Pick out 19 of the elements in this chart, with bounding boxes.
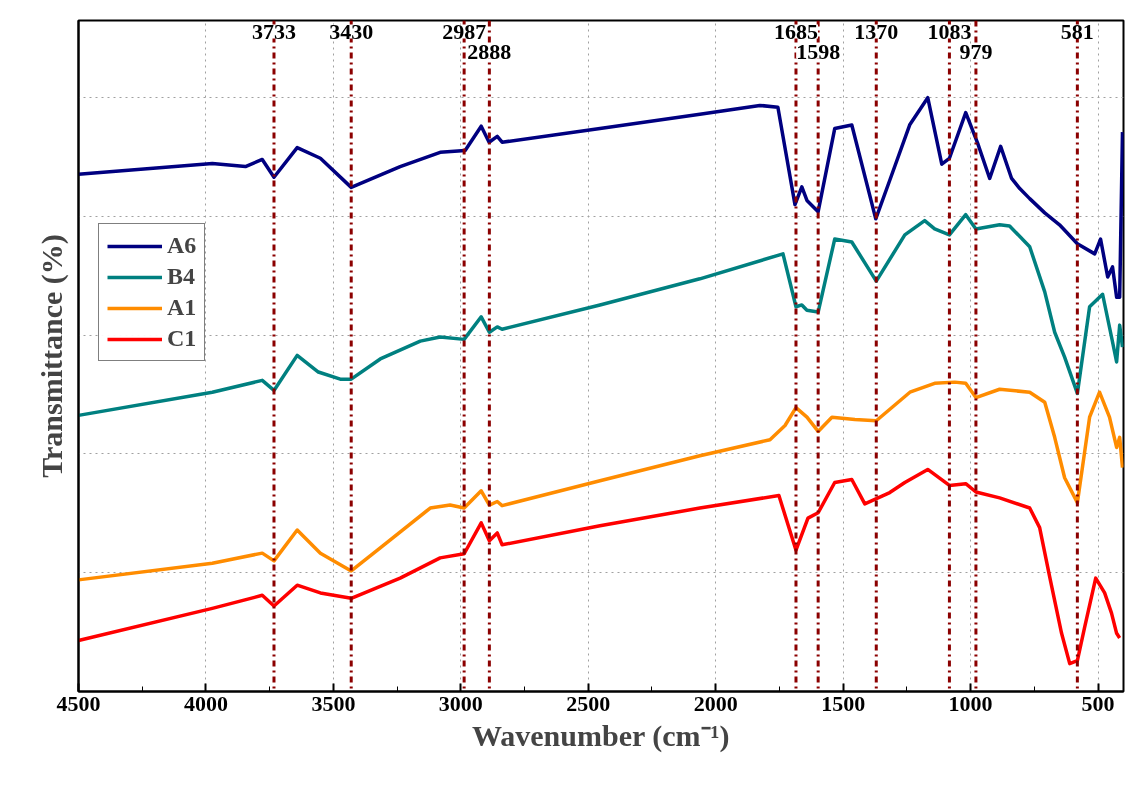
x-tick-label: 2500 bbox=[566, 690, 611, 716]
x-tick-label: 3000 bbox=[438, 690, 483, 716]
x-tick-label: 500 bbox=[1081, 690, 1115, 716]
legend-label: C1 bbox=[167, 325, 197, 352]
x-tick-label: 4000 bbox=[183, 690, 228, 716]
x-tick-label: 1500 bbox=[821, 690, 866, 716]
ref-line-label: 1370 bbox=[854, 18, 899, 44]
legend-label: B4 bbox=[167, 263, 196, 290]
ref-line-label: 3733 bbox=[251, 18, 296, 44]
x-tick-label: 3500 bbox=[311, 690, 356, 716]
legend-label: A1 bbox=[167, 294, 197, 321]
ref-line-label: 581 bbox=[1060, 18, 1094, 44]
x-axis-title: Wavenumber (cm⁻¹) bbox=[471, 718, 730, 753]
legend-label: A6 bbox=[167, 232, 197, 259]
x-tick-label: 2000 bbox=[693, 690, 738, 716]
ref-line-label: 3430 bbox=[329, 18, 374, 44]
y-axis-title: Transmittance (%) bbox=[34, 234, 69, 478]
x-tick-label: 4500 bbox=[56, 690, 101, 716]
x-tick-label: 1000 bbox=[948, 690, 993, 716]
